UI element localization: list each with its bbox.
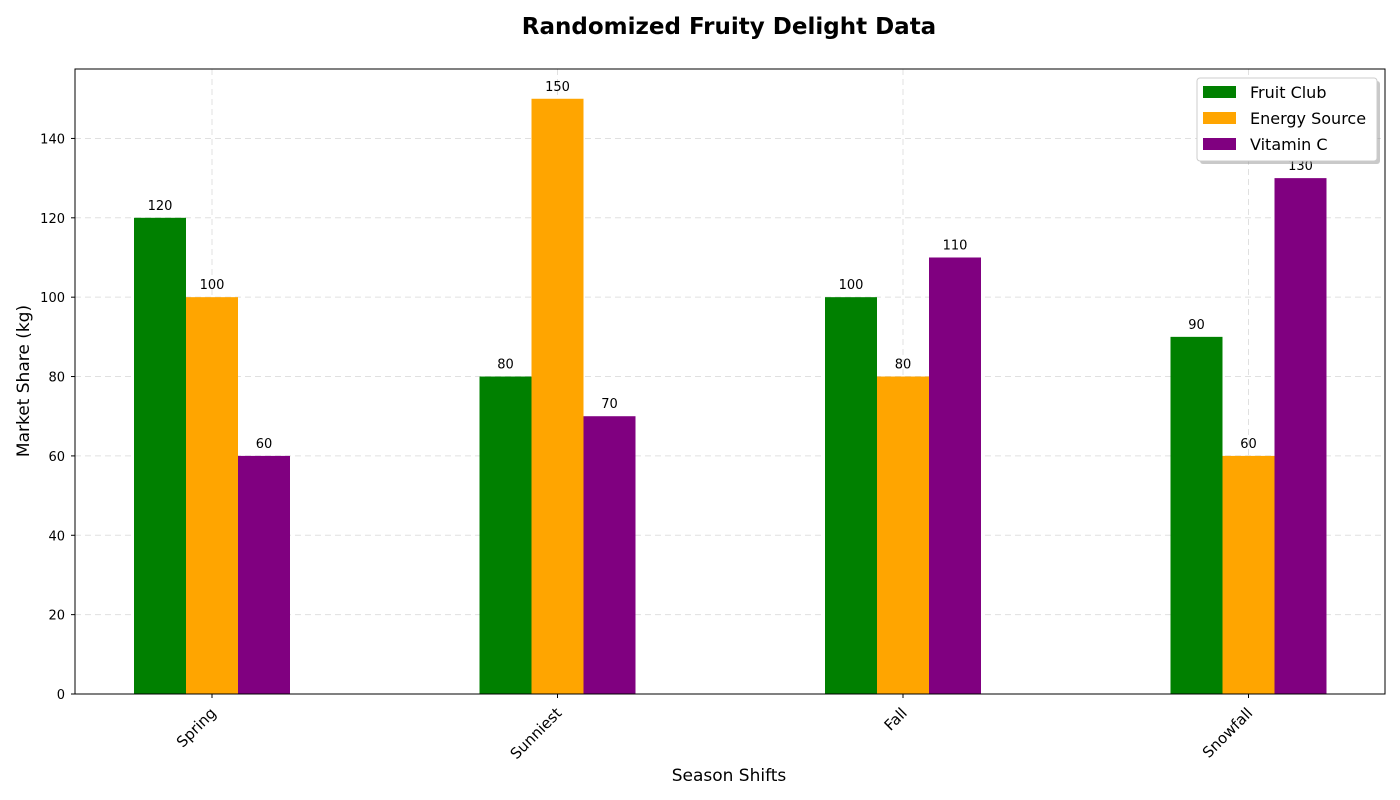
plot-area-frame — [74, 68, 1386, 695]
grid — [75, 69, 1385, 695]
y-tick-label: 100 — [40, 291, 65, 306]
bar-value-label: 70 — [601, 397, 618, 412]
bar-value-label: 80 — [497, 358, 514, 373]
bar-value-label: 100 — [839, 278, 864, 293]
bar-value-label: 100 — [200, 278, 225, 293]
bar-value-label: 130 — [1288, 159, 1313, 174]
bar — [134, 217, 186, 695]
y-axis: 0 20 40 60 80 100 120 140 — [40, 132, 75, 703]
bar — [877, 376, 929, 694]
bar-value-label: 110 — [943, 238, 968, 253]
bar — [531, 98, 584, 694]
bar-value-label: 60 — [256, 437, 273, 452]
bar-value-label: 90 — [1188, 318, 1205, 333]
bar — [1274, 178, 1327, 695]
bar — [1170, 336, 1223, 694]
bar — [929, 257, 981, 694]
bar — [186, 297, 238, 694]
bar-value-label: 60 — [1240, 437, 1257, 452]
bar — [479, 376, 532, 694]
legend-item-label: Vitamin C — [1250, 135, 1328, 154]
x-tick-label: Sunniest — [507, 704, 566, 763]
x-tick-label: Fall — [881, 704, 911, 734]
y-tick-label: 140 — [40, 132, 65, 147]
y-tick-label: 20 — [48, 609, 65, 624]
legend-swatch — [1203, 86, 1236, 98]
y-tick-label: 80 — [48, 371, 65, 386]
y-tick-label: 120 — [40, 212, 65, 227]
chart-title: Randomized Fruity Delight Data — [522, 14, 936, 40]
bar-value-label: 80 — [895, 358, 912, 373]
y-tick-label: 0 — [57, 688, 65, 703]
bar — [238, 455, 290, 694]
bar — [1222, 455, 1275, 694]
y-axis-title: Market Share (kg) — [14, 305, 34, 457]
x-tick-label: Spring — [173, 704, 220, 751]
y-tick-label: 40 — [48, 529, 65, 544]
bars — [134, 98, 1327, 695]
legend-swatch — [1203, 138, 1236, 150]
legend-item-label: Energy Source — [1250, 109, 1366, 128]
bar — [825, 297, 877, 694]
legend-box — [1196, 77, 1378, 162]
legend-item-label: Fruit Club — [1250, 83, 1326, 102]
legend: Fruit Club Energy Source Vitamin C — [1196, 77, 1380, 164]
legend-swatch — [1203, 112, 1236, 124]
bar-value-labels: 120 100 60 80 150 70 100 80 110 90 60 130 — [148, 80, 1313, 452]
x-axis: Spring Sunniest Fall Snowfall — [173, 694, 1256, 763]
x-axis-title: Season Shifts — [672, 766, 787, 786]
x-tick-label: Snowfall — [1199, 704, 1256, 761]
y-tick-label: 60 — [48, 450, 65, 465]
bar — [583, 416, 636, 694]
bar-value-label: 120 — [148, 199, 173, 214]
bar-value-label: 150 — [545, 80, 570, 95]
